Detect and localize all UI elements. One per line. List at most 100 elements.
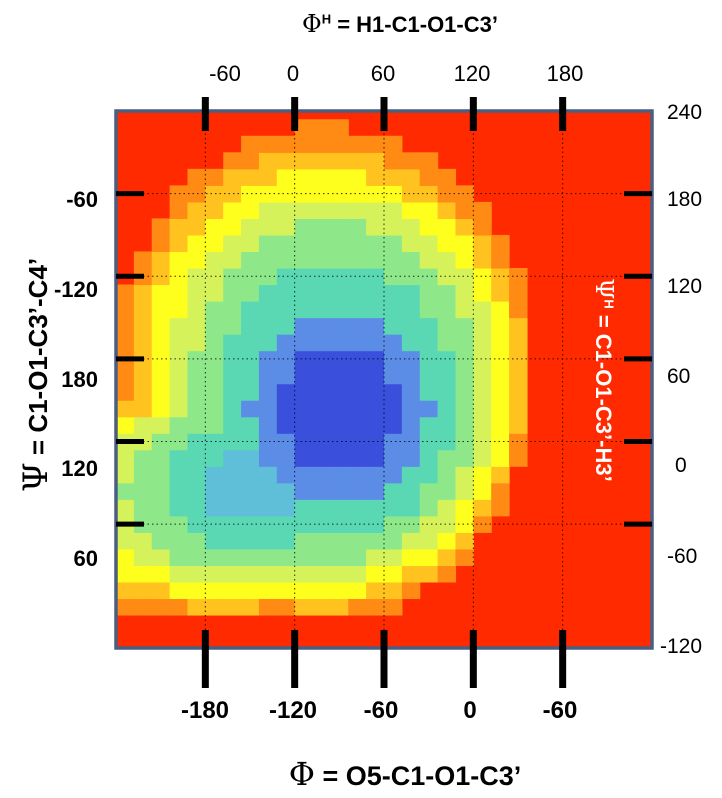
left-tick-label: -120 — [53, 277, 98, 302]
heatmap-cell — [491, 317, 510, 335]
heatmap-cell — [205, 416, 224, 434]
heatmap-cell — [241, 598, 260, 616]
heatmap-cell — [312, 449, 331, 467]
heatmap-cell — [509, 350, 528, 368]
heatmap-cell — [294, 449, 314, 467]
top-tick-label: 180 — [546, 61, 584, 86]
heatmap-cell — [455, 234, 474, 253]
heatmap-cell — [187, 565, 206, 583]
heatmap-cell — [401, 301, 421, 319]
heatmap-cell — [330, 449, 349, 467]
heatmap-cell — [169, 218, 189, 236]
heatmap-cell — [312, 284, 331, 302]
heatmap-cell — [419, 433, 439, 451]
heatmap-cell — [241, 499, 260, 517]
heatmap-cell — [169, 449, 189, 467]
heatmap-cell — [330, 532, 349, 550]
heatmap-cell — [366, 218, 385, 236]
heatmap-cell — [294, 482, 314, 500]
heatmap-cell — [330, 334, 349, 352]
heatmap-cell — [366, 284, 385, 302]
heatmap-cell — [133, 416, 153, 434]
heatmap-cell — [473, 449, 492, 467]
heatmap-cell — [187, 350, 206, 368]
heatmap-cell — [294, 152, 314, 170]
heatmap-cell — [312, 152, 331, 170]
heatmap-cell — [169, 416, 189, 434]
right-tick-label: 180 — [667, 188, 703, 211]
heatmap-cell — [419, 466, 439, 484]
heatmap-cell — [133, 317, 153, 335]
heatmap-cell — [151, 482, 171, 500]
heatmap-cell — [276, 234, 296, 253]
heatmap-cell — [366, 565, 385, 583]
heatmap-cell — [330, 482, 349, 500]
heatmap-cell — [455, 416, 474, 434]
heatmap-cell — [241, 152, 260, 170]
heatmap-cell — [241, 548, 260, 566]
heatmap-cell — [366, 515, 385, 533]
heatmap-cell — [419, 152, 439, 170]
heatmap-cell — [455, 532, 474, 550]
heatmap-cell — [437, 433, 457, 451]
heatmap-cell — [401, 466, 421, 484]
heatmap-cell — [366, 482, 385, 500]
heatmap-cell — [169, 185, 189, 203]
heatmap-cell — [384, 416, 403, 434]
heatmap-cell — [509, 449, 528, 467]
heatmap-cell — [276, 565, 296, 583]
left-tick-label: 60 — [73, 546, 98, 571]
heatmap-cell — [455, 515, 474, 533]
heatmap-cell — [116, 416, 135, 434]
right-tick-label: 60 — [667, 365, 691, 388]
bottom-tick-label: -180 — [180, 697, 230, 724]
heatmap-cell — [205, 581, 224, 600]
heatmap-cell — [312, 383, 331, 401]
heatmap-cell — [401, 416, 421, 434]
heatmap-cell — [258, 251, 278, 269]
heatmap-cell — [205, 251, 224, 269]
left-axis-title: Ψ = C1-O1-C3’-C4’ — [16, 257, 56, 493]
heatmap-cell — [294, 466, 314, 484]
heatmap-cell — [169, 367, 189, 385]
heatmap-cell — [330, 152, 349, 170]
heatmap-cell — [330, 433, 349, 451]
heatmap-cell — [294, 267, 314, 286]
heatmap-cell — [276, 152, 296, 170]
heatmap-cell — [276, 284, 296, 302]
heatmap-cell — [348, 400, 367, 418]
heatmap-cell — [258, 482, 278, 500]
heatmap-cell — [169, 400, 189, 418]
heatmap-cell — [169, 565, 189, 583]
heatmap-cell — [205, 317, 224, 335]
heatmap-cell — [187, 201, 206, 219]
heatmap-cell — [491, 416, 510, 434]
heatmap-cell — [509, 416, 528, 434]
top-axis-title: ΦH = H1-C1-O1-C3’ — [302, 10, 498, 38]
heatmap-cell — [509, 400, 528, 418]
heatmap-cell — [294, 284, 314, 302]
heatmap-cell — [491, 466, 510, 484]
heatmap-cell — [133, 284, 153, 302]
heatmap-cell — [366, 466, 385, 484]
heatmap-cell — [276, 251, 296, 269]
heatmap-cell — [276, 581, 296, 600]
heatmap-cell — [241, 466, 260, 484]
heatmap-cell — [384, 301, 403, 319]
heatmap-cell — [384, 499, 403, 517]
heatmap-cell — [241, 565, 260, 583]
heatmap-cell — [258, 466, 278, 484]
heatmap-cell — [491, 367, 510, 385]
heatmap-cell — [187, 267, 206, 286]
heatmap-cell — [330, 317, 349, 335]
heatmap-cell — [366, 152, 385, 170]
heatmap-cell — [348, 449, 367, 467]
heatmap-cell — [384, 168, 403, 186]
heatmap-cell — [401, 449, 421, 467]
heatmap-cell — [401, 548, 421, 566]
heatmap-cell — [473, 284, 492, 302]
heatmap-cell — [384, 284, 403, 302]
heatmap-cell — [384, 449, 403, 467]
heatmap-cell — [348, 416, 367, 434]
heatmap-cell — [133, 482, 153, 500]
